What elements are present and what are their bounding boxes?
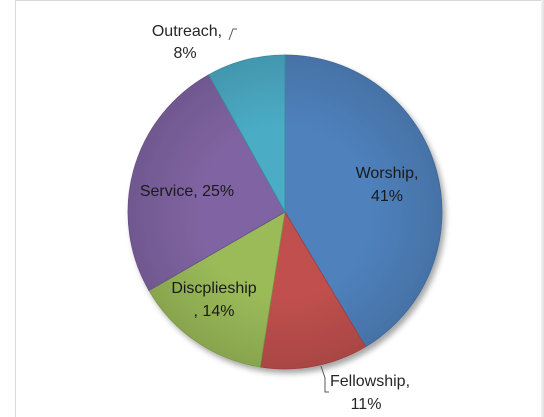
label-fellowship-line2: 11% bbox=[351, 396, 382, 413]
label-service: Service, 25% bbox=[140, 183, 234, 200]
slice-worship bbox=[284, 54, 443, 348]
leader-fellowship bbox=[320, 365, 329, 393]
leader-lines bbox=[228, 28, 329, 393]
label-fellowship-line1: Fellowship, bbox=[330, 373, 410, 390]
label-outreach-line1: Outreach, bbox=[152, 23, 222, 40]
label-discipleship-line2: , 14% bbox=[194, 303, 235, 320]
chart-area-edge bbox=[541, 0, 544, 417]
slice-discplieship bbox=[148, 211, 286, 368]
slice-fellowship bbox=[259, 210, 367, 370]
slice-outreach bbox=[208, 54, 286, 214]
label-worship-line2: 41% bbox=[371, 188, 403, 205]
label-worship-line1: Worship, bbox=[356, 165, 419, 182]
slice-service bbox=[127, 74, 286, 292]
leader-outreach bbox=[228, 28, 237, 41]
label-discipleship-line1: Discplieship bbox=[171, 280, 256, 297]
label-outreach-line2: 8% bbox=[173, 45, 196, 62]
pie-slices bbox=[127, 54, 443, 370]
